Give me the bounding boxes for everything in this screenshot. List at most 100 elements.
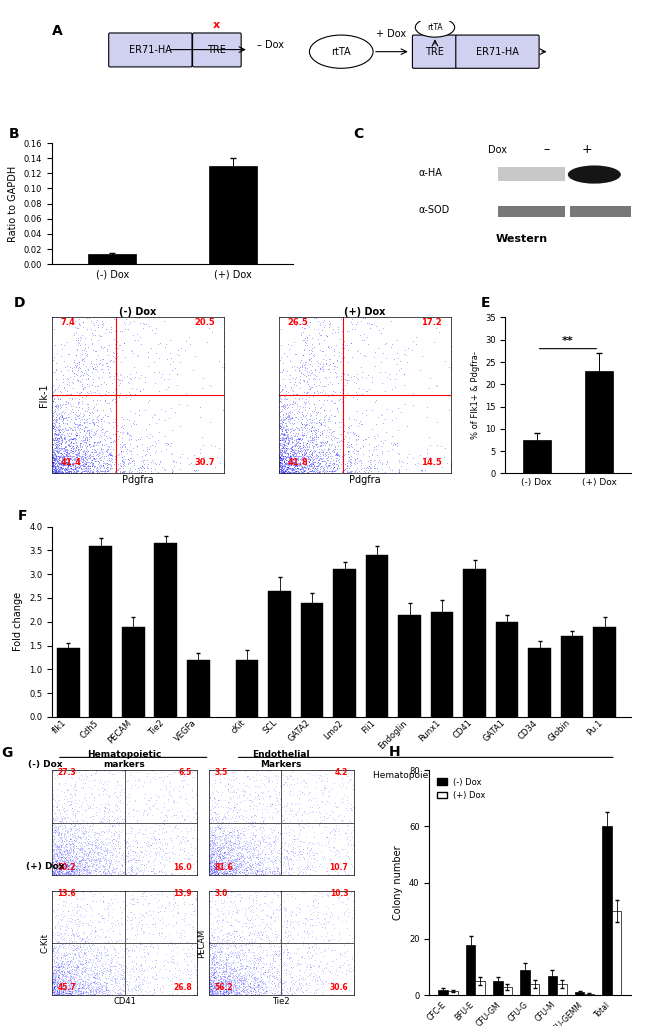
Point — [211, 853, 222, 869]
Point — [58, 933, 69, 949]
Point — [322, 961, 333, 978]
Point — [296, 421, 307, 437]
Point — [171, 862, 181, 878]
Point — [287, 904, 297, 920]
Point — [124, 974, 135, 990]
Point — [75, 441, 86, 458]
Point — [59, 964, 70, 981]
Text: Endothelial markers: Endothelial markers — [88, 771, 179, 780]
Point — [285, 914, 296, 931]
Point — [192, 980, 202, 996]
Point — [235, 964, 245, 981]
Point — [214, 856, 224, 872]
Point — [283, 827, 294, 843]
Point — [164, 894, 175, 910]
Point — [305, 451, 315, 468]
Point — [168, 901, 179, 917]
Point — [358, 381, 369, 397]
Point — [62, 913, 72, 930]
Point — [277, 398, 287, 415]
Point — [55, 832, 66, 849]
Point — [234, 902, 244, 918]
Point — [224, 955, 234, 972]
Point — [313, 320, 323, 337]
Point — [274, 457, 284, 473]
Point — [76, 850, 86, 866]
Point — [207, 835, 217, 852]
Point — [64, 941, 75, 957]
Point — [233, 826, 243, 842]
Point — [62, 808, 72, 825]
Point — [302, 464, 313, 480]
Point — [75, 983, 85, 999]
Point — [56, 435, 66, 451]
Point — [240, 978, 251, 994]
Point — [211, 975, 221, 991]
Point — [227, 861, 238, 877]
Point — [76, 861, 86, 877]
Point — [348, 843, 359, 860]
Point — [276, 432, 286, 448]
Point — [144, 958, 154, 975]
Point — [208, 964, 218, 981]
Point — [51, 846, 61, 863]
Point — [298, 841, 309, 858]
Point — [92, 971, 103, 987]
Point — [285, 444, 296, 461]
Point — [68, 977, 79, 993]
Point — [231, 866, 241, 882]
Point — [74, 456, 85, 472]
Point — [66, 887, 76, 904]
Point — [295, 833, 306, 850]
Point — [253, 982, 263, 998]
Point — [276, 440, 287, 457]
Point — [231, 977, 241, 993]
Point — [226, 841, 236, 858]
Point — [78, 442, 88, 459]
Point — [299, 438, 309, 455]
Point — [235, 985, 245, 1001]
Point — [205, 972, 215, 988]
Point — [320, 317, 330, 333]
Point — [88, 982, 99, 998]
Point — [62, 447, 72, 464]
Point — [62, 974, 73, 990]
Point — [253, 955, 263, 972]
Point — [101, 376, 111, 392]
Point — [209, 980, 220, 996]
Point — [94, 825, 104, 841]
Point — [233, 947, 243, 963]
Point — [278, 463, 288, 479]
Point — [292, 458, 302, 474]
Point — [207, 804, 218, 821]
Point — [84, 458, 95, 474]
Point — [260, 865, 270, 881]
Point — [251, 961, 261, 978]
Point — [298, 459, 309, 475]
Point — [332, 460, 342, 476]
Point — [203, 974, 214, 990]
Point — [288, 450, 298, 467]
Point — [222, 804, 232, 821]
Point — [66, 860, 77, 876]
Point — [150, 324, 160, 341]
Point — [53, 391, 63, 407]
Point — [311, 456, 322, 472]
Point — [105, 857, 115, 873]
Point — [240, 972, 250, 988]
Point — [79, 420, 89, 436]
Point — [219, 982, 229, 998]
Point — [127, 942, 138, 958]
Point — [241, 834, 252, 851]
Point — [209, 882, 220, 899]
Point — [210, 969, 220, 985]
Point — [271, 778, 281, 794]
Point — [85, 842, 96, 859]
Point — [275, 403, 285, 420]
Point — [282, 843, 293, 860]
Point — [52, 845, 62, 862]
Point — [151, 952, 161, 969]
Point — [68, 807, 78, 824]
Point — [123, 804, 133, 821]
Point — [252, 924, 263, 941]
